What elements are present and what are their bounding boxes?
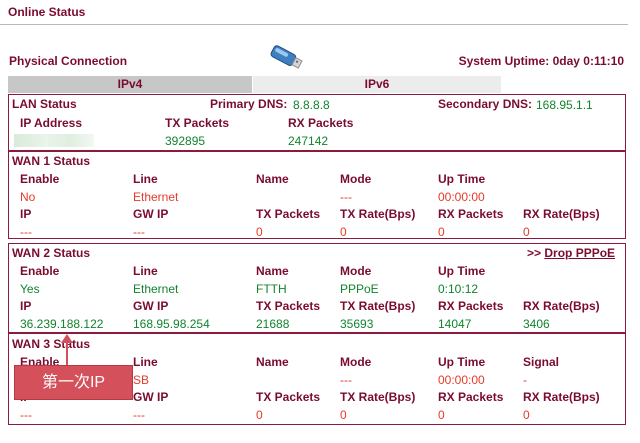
- wan3-signal-value: -: [523, 373, 527, 387]
- wan3-uptime-value: 00:00:00: [438, 373, 485, 387]
- wan1-ip-value: ---: [20, 225, 32, 239]
- wan2-status-title: WAN 2 Status: [12, 246, 91, 260]
- wan3-gwip-label: GW IP: [133, 390, 169, 404]
- wan2-mode-value: PPPoE: [340, 282, 379, 296]
- wan3-mode-value: ---: [340, 373, 352, 387]
- wan2-txrate-label: TX Rate(Bps): [340, 299, 416, 313]
- wan1-txrate-label: TX Rate(Bps): [340, 207, 416, 221]
- wan1-rx-value: 0: [438, 225, 445, 239]
- wan1-name-label: Name: [256, 172, 289, 186]
- drop-pppoe-prefix: >>: [527, 246, 545, 260]
- lan-tx-value: 392895: [165, 134, 206, 148]
- wan1-uptime-value: 00:00:00: [438, 190, 485, 204]
- wan2-txrate-value: 35693: [340, 317, 374, 331]
- wan3-line-label: Line: [133, 355, 158, 369]
- wan2-uptime-value: 0:10:12: [438, 282, 479, 296]
- wan2-gwip-label: GW IP: [133, 299, 169, 313]
- secondary-dns-label: Secondary DNS:: [438, 97, 533, 111]
- wan1-mode-value: ---: [340, 190, 352, 204]
- wan1-line-label: Line: [133, 172, 158, 186]
- wan2-line-value: Ethernet: [133, 282, 179, 296]
- wan3-gwip-value: ---: [133, 408, 145, 422]
- wan3-tx-value: 0: [256, 408, 263, 422]
- secondary-dns-value: 168.95.1.1: [536, 98, 593, 112]
- drop-pppoe-link[interactable]: >> Drop PPPoE: [527, 246, 615, 260]
- page-title: Online Status: [8, 5, 86, 19]
- wan3-status-title: WAN 3 Status: [12, 337, 91, 351]
- primary-dns-value: 8.8.8.8: [293, 98, 330, 112]
- drop-pppoe-label[interactable]: Drop PPPoE: [544, 246, 616, 260]
- wan1-gwip-label: GW IP: [133, 207, 169, 221]
- wan1-txrate-value: 0: [340, 225, 347, 239]
- callout-arrow-head: [61, 334, 73, 343]
- callout-arrow-line: [66, 342, 68, 365]
- wan3-rxrate-label: RX Rate(Bps): [523, 390, 600, 404]
- physical-connection-label: Physical Connection: [9, 54, 128, 68]
- wan3-txrate-label: TX Rate(Bps): [340, 390, 416, 404]
- wan2-line-label: Line: [133, 264, 158, 278]
- lan-status-title: LAN Status: [12, 97, 77, 111]
- wan2-status-panel: [8, 243, 626, 333]
- tab-ipv6[interactable]: IPv6: [253, 76, 501, 93]
- wan2-rx-value: 14047: [438, 317, 472, 331]
- wan2-rxrate-label: RX Rate(Bps): [523, 299, 600, 313]
- wan2-name-value: FTTH: [256, 282, 287, 296]
- wan1-status-title: WAN 1 Status: [12, 154, 91, 168]
- wan1-tx-label: TX Packets: [256, 207, 321, 221]
- first-ip-callout: 第一次IP: [14, 365, 133, 400]
- wan1-line-value: Ethernet: [133, 190, 179, 204]
- wan3-tx-label: TX Packets: [256, 390, 321, 404]
- wan1-tx-value: 0: [256, 225, 263, 239]
- wan3-uptime-label: Up Time: [438, 355, 486, 369]
- wan1-enable-label: Enable: [20, 172, 60, 186]
- wan3-rx-label: RX Packets: [438, 390, 504, 404]
- wan2-enable-label: Enable: [20, 264, 60, 278]
- wan2-rxrate-value: 3406: [523, 317, 550, 331]
- wan1-ip-label: IP: [20, 207, 32, 221]
- system-uptime: System Uptime: 0day 0:11:10: [458, 54, 624, 68]
- wan2-gwip-value: 168.95.98.254: [133, 317, 210, 331]
- lan-status-panel: [8, 94, 626, 151]
- lan-rx-label: RX Packets: [288, 116, 354, 130]
- wan2-ip-label: IP: [20, 299, 32, 313]
- title-divider: [0, 24, 628, 25]
- wan2-enable-value: Yes: [20, 282, 40, 296]
- wan1-rx-label: RX Packets: [438, 207, 504, 221]
- ip-address-blurred: [14, 134, 94, 147]
- wan1-mode-label: Mode: [340, 172, 372, 186]
- wan3-rxrate-value: 0: [523, 408, 530, 422]
- lan-tx-label: TX Packets: [165, 116, 230, 130]
- wan3-line-value: SB: [133, 373, 150, 387]
- wan1-uptime-label: Up Time: [438, 172, 486, 186]
- wan3-rx-value: 0: [438, 408, 445, 422]
- wan3-name-label: Name: [256, 355, 289, 369]
- wan3-mode-label: Mode: [340, 355, 372, 369]
- wan2-ip-value: 36.239.188.122: [20, 317, 104, 331]
- wan2-rx-label: RX Packets: [438, 299, 504, 313]
- wan1-gwip-value: ---: [133, 225, 145, 239]
- wan1-enable-value: No: [20, 190, 36, 204]
- wan3-signal-label: Signal: [523, 355, 560, 369]
- wan1-status-panel: [8, 151, 626, 239]
- primary-dns-label: Primary DNS:: [210, 97, 288, 111]
- wan2-mode-label: Mode: [340, 264, 372, 278]
- lan-rx-value: 247142: [288, 134, 329, 148]
- wan2-name-label: Name: [256, 264, 289, 278]
- wan3-txrate-value: 0: [340, 408, 347, 422]
- wan1-rxrate-label: RX Rate(Bps): [523, 207, 600, 221]
- wan2-tx-label: TX Packets: [256, 299, 321, 313]
- wan3-ip-value: ---: [20, 408, 32, 422]
- wan2-tx-value: 21688: [256, 317, 290, 331]
- wan2-uptime-label: Up Time: [438, 264, 486, 278]
- ip-address-label: IP Address: [20, 116, 83, 130]
- tab-ipv4[interactable]: IPv4: [8, 76, 252, 93]
- usb-drive-icon: [270, 45, 303, 69]
- wan1-rxrate-value: 0: [523, 225, 530, 239]
